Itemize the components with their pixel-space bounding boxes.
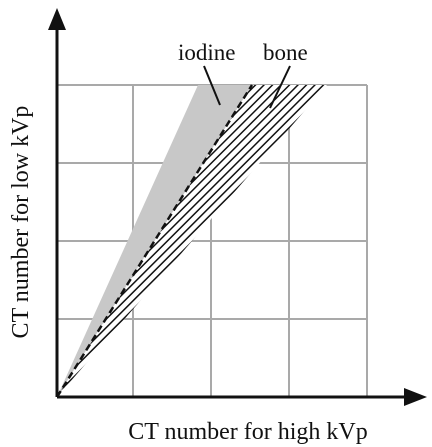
bone-leader-line — [269, 65, 291, 109]
axes — [48, 8, 427, 406]
x-axis-arrowhead — [404, 388, 427, 406]
x-axis-label: CT number for high kVp — [128, 419, 368, 445]
boundary-dashed-line — [55, 84, 254, 398]
y-axis-label: CT number for low kVp — [8, 106, 34, 339]
bone-label: bone — [263, 40, 308, 65]
y-axis-arrowhead — [48, 8, 66, 30]
bone-region — [57, 85, 327, 397]
iodine-label: iodine — [178, 40, 236, 65]
iodine-leader-line — [203, 65, 221, 106]
